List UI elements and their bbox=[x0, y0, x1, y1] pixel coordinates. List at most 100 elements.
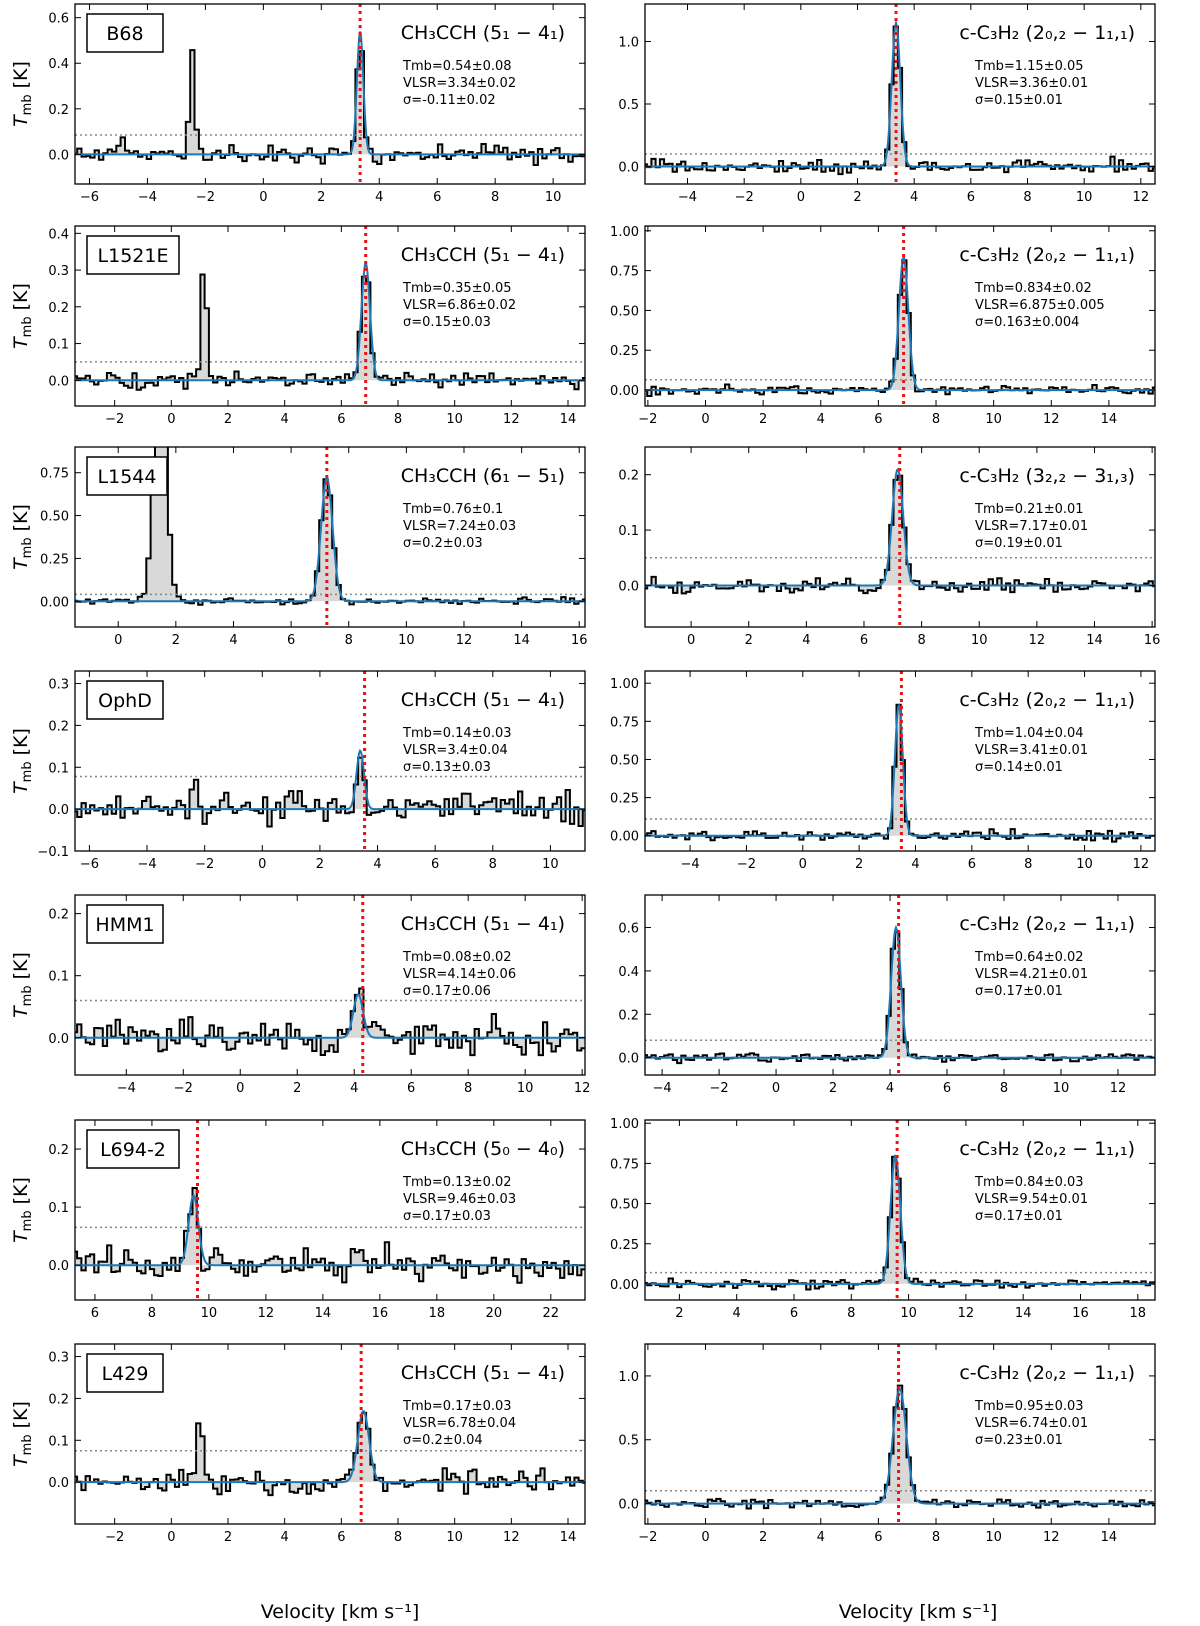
spectrum-fill bbox=[75, 274, 585, 390]
source-label-box bbox=[86, 13, 164, 53]
source-label: B68 bbox=[106, 23, 143, 45]
panel-plot-area bbox=[75, 895, 585, 1075]
gaussian-fit-line bbox=[75, 992, 585, 1039]
x-tick-label: 0 bbox=[258, 857, 266, 872]
spectrum-fill bbox=[75, 447, 585, 605]
y-tick-label: 0.1 bbox=[48, 1434, 69, 1449]
fit-parameter: Tmb=0.17±0.03 bbox=[402, 1399, 512, 1414]
panel-4: 0 2 4 6 8 10 12 14 16 0.00 0.25 0.50 0.75 Tmb [K] L154… bbox=[10, 446, 588, 648]
panel-plot-area bbox=[75, 447, 585, 627]
source-label: OphD bbox=[98, 690, 152, 712]
x-tick-label: 6 bbox=[91, 1306, 99, 1321]
x-tick-label: 2 bbox=[759, 1530, 767, 1545]
y-tick-label: 0.25 bbox=[610, 344, 639, 359]
fit-parameter: σ=0.15±0.03 bbox=[403, 315, 491, 330]
fit-parameter: Tmb=0.95±0.03 bbox=[974, 1399, 1084, 1414]
x-tick-label: 12 bbox=[958, 1306, 975, 1321]
spectrum-line bbox=[75, 987, 585, 1057]
x-tick-label: 16 bbox=[571, 633, 588, 648]
y-tick-label: 0.5 bbox=[618, 1434, 639, 1449]
y-tick-label: 0.6 bbox=[48, 12, 69, 27]
gaussian-fit-line bbox=[645, 704, 1155, 837]
transition-label: c-C₃H₂ (2₀,₂ − 1₁,₁) bbox=[959, 22, 1135, 44]
x-tick-label: 8 bbox=[394, 412, 402, 427]
fit-parameter: VLSR=6.875±0.005 bbox=[975, 298, 1105, 313]
x-tick-label: −2 bbox=[195, 857, 214, 872]
transition-label: c-C₃H₂ (2₀,₂ − 1₁,₁) bbox=[959, 913, 1135, 935]
source-label-box bbox=[86, 1353, 164, 1393]
panel-frame bbox=[644, 670, 1156, 852]
panel-frame bbox=[644, 1343, 1156, 1525]
transition-label: c-C₃H₂ (2₀,₂ − 1₁,₁) bbox=[959, 244, 1135, 266]
source-label-box bbox=[86, 680, 164, 720]
x-tick-label: 10 bbox=[446, 412, 463, 427]
panel-11: 2 4 6 8 10 12 14 16 18 0.00 0.25 0.50 0.75 1.00 c-C₃H₂… bbox=[610, 1117, 1156, 1321]
y-tick-label: 0.0 bbox=[48, 148, 69, 163]
fit-parameter: VLSR=3.34±0.02 bbox=[403, 76, 516, 91]
y-tick-label: 0.75 bbox=[40, 467, 69, 482]
panel-plot-area bbox=[645, 4, 1155, 184]
x-tick-label: 14 bbox=[1086, 633, 1103, 648]
fit-parameter: Tmb=0.84±0.03 bbox=[974, 1175, 1084, 1190]
spectrum-line bbox=[75, 1411, 585, 1497]
x-tick-label: 6 bbox=[287, 633, 295, 648]
y-axis-label-unit: [K] bbox=[10, 952, 32, 985]
y-tick-label: 0.0 bbox=[618, 579, 639, 594]
y-axis-label-subscript: mb bbox=[20, 537, 35, 558]
y-tick-label: 0.25 bbox=[610, 792, 639, 807]
y-axis-label-unit: [K] bbox=[10, 504, 32, 537]
transition-label: CH₃CCH (5₁ − 4₁) bbox=[401, 22, 565, 44]
y-axis-label-subscript: mb bbox=[20, 1210, 35, 1231]
x-tick-label: 10 bbox=[201, 1306, 218, 1321]
transition-label: CH₃CCH (5₁ − 4₁) bbox=[401, 1362, 565, 1384]
x-tick-label: 12 bbox=[258, 1306, 275, 1321]
gaussian-fit-line bbox=[645, 467, 1155, 587]
x-tick-label: −4 bbox=[680, 857, 699, 872]
spectrum-fill bbox=[645, 475, 1155, 594]
x-tick-label: 8 bbox=[1000, 1081, 1008, 1096]
x-tick-label: −2 bbox=[105, 1530, 124, 1545]
spectrum-line bbox=[645, 259, 1155, 397]
x-tick-label: 0 bbox=[687, 633, 695, 648]
panel-3: −2 0 2 4 6 8 10 12 14 0.00 0.25 0.50 0.75 1.00 c-C₃H₂ … bbox=[610, 225, 1156, 427]
y-tick-label: 0.4 bbox=[48, 57, 69, 72]
y-tick-label: 0.75 bbox=[610, 265, 639, 280]
x-tick-label: 2 bbox=[224, 1530, 232, 1545]
fit-parameter: Tmb=0.21±0.01 bbox=[974, 502, 1084, 517]
x-tick-label: 0 bbox=[259, 190, 267, 205]
transition-label: c-C₃H₂ (2₀,₂ − 1₁,₁) bbox=[959, 689, 1135, 711]
y-axis-label-subscript: mb bbox=[20, 94, 35, 115]
spectrum-fill bbox=[645, 26, 1155, 175]
x-tick-label: 6 bbox=[874, 412, 882, 427]
x-tick-label: 4 bbox=[229, 633, 237, 648]
x-tick-label: 14 bbox=[1101, 1530, 1118, 1545]
panel-plot-area bbox=[75, 1120, 585, 1300]
x-tick-label: 10 bbox=[398, 633, 415, 648]
x-tick-label: −2 bbox=[638, 1530, 657, 1545]
fit-parameter: Tmb=0.54±0.08 bbox=[402, 59, 512, 74]
panel-plot-area bbox=[75, 4, 585, 184]
fit-parameter: Tmb=1.04±0.04 bbox=[974, 726, 1084, 741]
fit-parameter: σ=0.17±0.03 bbox=[403, 1209, 491, 1224]
panel-frame bbox=[644, 894, 1156, 1076]
fit-parameter: σ=0.2±0.04 bbox=[403, 1433, 483, 1448]
y-tick-label: 1.00 bbox=[610, 225, 639, 240]
x-tick-label: 10 bbox=[545, 190, 562, 205]
gaussian-fit-line bbox=[75, 1194, 585, 1267]
x-tick-label: 12 bbox=[1110, 1081, 1127, 1096]
fit-parameter: VLSR=4.14±0.06 bbox=[403, 967, 516, 982]
panel-13: −2 0 2 4 6 8 10 12 14 0.0 0.5 1.0 c-C₃H₂ (2₀,₂ − 1₁,… bbox=[618, 1343, 1156, 1545]
y-tick-label: 0.0 bbox=[48, 1259, 69, 1274]
fit-parameter: VLSR=9.46±0.03 bbox=[403, 1192, 516, 1207]
x-tick-label: 10 bbox=[517, 1081, 534, 1096]
transition-label: CH₃CCH (5₀ − 4₀) bbox=[401, 1138, 565, 1160]
x-tick-label: 22 bbox=[543, 1306, 560, 1321]
y-tick-label: 0.3 bbox=[48, 1351, 69, 1366]
x-tick-label: 4 bbox=[817, 1530, 825, 1545]
y-axis-label: Tmb [K] bbox=[10, 1177, 35, 1243]
fit-parameter: VLSR=3.41±0.01 bbox=[975, 743, 1088, 758]
panel-6: −6 −4 −2 0 2 4 6 8 10 −0.1 0.0 0.1 0.2 0.3 Tmb [K] OphD… bbox=[10, 670, 586, 872]
panel-10: 6 8 10 12 14 16 18 20 22 0.0 0.1 0.2 Tmb [K] L694-2 CH… bbox=[10, 1119, 586, 1321]
x-tick-label: −6 bbox=[80, 857, 99, 872]
x-tick-label: 10 bbox=[985, 1530, 1002, 1545]
